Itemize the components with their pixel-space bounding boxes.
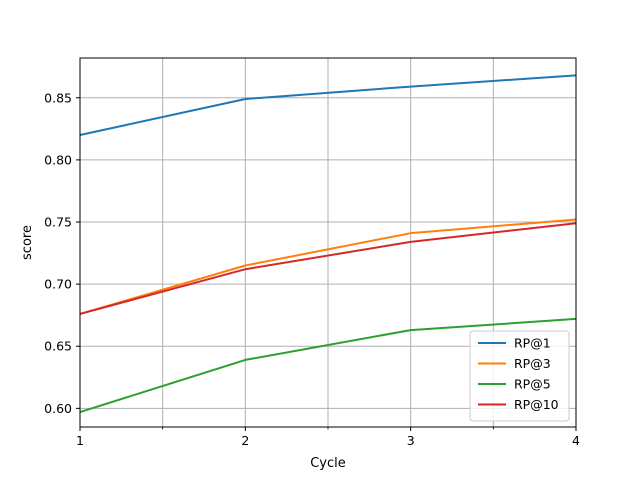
y-tick-label: 0.65 bbox=[44, 339, 72, 354]
x-axis-ticks: 1 2 3 4 bbox=[76, 427, 580, 448]
legend-label: RP@3 bbox=[514, 356, 551, 371]
grid bbox=[79, 58, 577, 427]
y-axis-label: score bbox=[20, 225, 35, 260]
legend: RP@1 RP@3 RP@5 RP@10 bbox=[469, 330, 570, 422]
y-tick-label: 0.60 bbox=[44, 401, 72, 416]
x-tick-label: 3 bbox=[407, 433, 415, 448]
series-line-rp-1 bbox=[79, 74, 577, 137]
legend-box bbox=[469, 330, 570, 422]
x-tick-label: 1 bbox=[76, 433, 84, 448]
series-line-rp-10 bbox=[79, 222, 577, 315]
y-tick-label: 0.80 bbox=[44, 152, 72, 167]
x-axis-label: Cycle bbox=[310, 456, 346, 471]
legend-label: RP@10 bbox=[514, 397, 559, 412]
y-axis-ticks: 0.60 0.65 0.70 0.75 0.80 0.85 bbox=[44, 90, 80, 416]
x-tick-label: 2 bbox=[241, 433, 249, 448]
y-tick-label: 0.70 bbox=[44, 277, 72, 292]
series-line-rp-5 bbox=[79, 317, 577, 414]
y-tick-label: 0.75 bbox=[44, 215, 72, 230]
y-tick-label: 0.85 bbox=[44, 90, 72, 105]
legend-label: RP@5 bbox=[514, 377, 551, 392]
x-tick-label: 4 bbox=[572, 433, 580, 448]
series-lines bbox=[79, 74, 577, 414]
legend-label: RP@1 bbox=[514, 336, 551, 351]
series-line-rp-3 bbox=[79, 218, 577, 315]
